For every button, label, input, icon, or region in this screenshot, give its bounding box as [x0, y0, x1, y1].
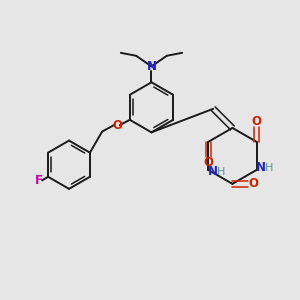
- Text: H: H: [265, 163, 273, 173]
- Text: O: O: [252, 115, 262, 128]
- Text: O: O: [203, 156, 213, 169]
- Text: N: N: [208, 165, 218, 178]
- Text: O: O: [248, 177, 258, 190]
- Text: O: O: [112, 118, 122, 132]
- Text: N: N: [256, 161, 266, 174]
- Text: H: H: [216, 167, 225, 177]
- Text: F: F: [35, 174, 43, 187]
- Text: N: N: [146, 60, 157, 73]
